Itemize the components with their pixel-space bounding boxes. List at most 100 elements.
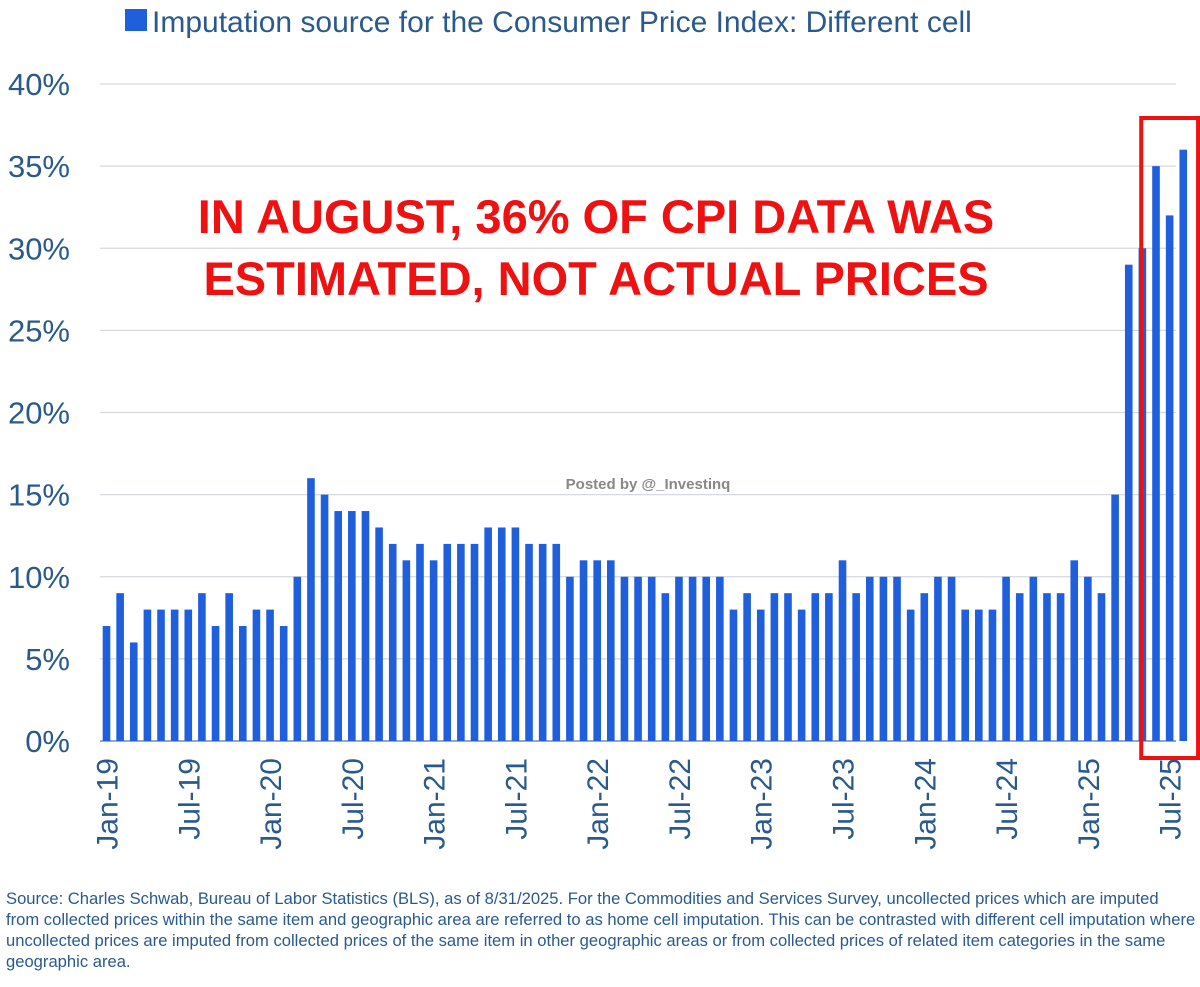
bar	[484, 527, 492, 741]
bar	[198, 593, 206, 741]
bar	[607, 560, 615, 741]
bar	[143, 609, 152, 741]
bar	[1070, 560, 1079, 741]
x-tick-label: Jan-21	[419, 758, 452, 850]
bar	[129, 642, 138, 741]
bar	[716, 576, 724, 741]
bar	[961, 609, 969, 741]
bar	[620, 576, 629, 741]
bar	[170, 609, 179, 741]
bar	[388, 543, 397, 741]
chart: 0% 5% 10% 15% 20% 25% 30% 35% 40% Jan-19 Jul-19 Ja…	[8, 6, 1200, 850]
y-tick-label: 5%	[25, 642, 70, 677]
bar	[1043, 593, 1051, 741]
bar	[729, 609, 738, 741]
x-tick-label: Jul-19	[173, 758, 206, 840]
bar	[675, 576, 683, 741]
bar	[647, 576, 656, 741]
bar	[756, 609, 765, 741]
bar	[579, 560, 588, 741]
bar-series	[102, 149, 1188, 741]
bar	[157, 609, 165, 741]
bar	[334, 511, 343, 741]
bar	[1084, 576, 1092, 741]
watermark-text: Posted by @_Investinq	[566, 476, 731, 493]
x-tick-label: Jan-22	[582, 758, 615, 850]
bar	[239, 626, 247, 741]
highlight-box	[1139, 116, 1200, 760]
bar	[865, 576, 874, 741]
bar	[852, 593, 860, 741]
bar	[470, 543, 479, 741]
bar	[661, 593, 670, 741]
x-tick-label: Jul-22	[664, 758, 697, 840]
bar	[947, 576, 956, 741]
y-tick-label: 35%	[8, 149, 70, 184]
bar	[116, 593, 124, 741]
bar	[348, 511, 356, 741]
y-tick-label: 15%	[8, 478, 70, 513]
bar	[975, 609, 983, 741]
y-tick-label: 0%	[25, 724, 70, 759]
bar	[1179, 149, 1188, 741]
bar	[552, 543, 561, 741]
y-tick-label: 20%	[8, 396, 70, 431]
bar	[1056, 593, 1065, 741]
bar	[1124, 264, 1133, 741]
x-tick-label: Jan-23	[746, 758, 779, 850]
bar	[988, 609, 997, 741]
bar	[634, 576, 642, 741]
bar	[906, 609, 915, 741]
bar	[320, 494, 329, 741]
y-tick-label: 30%	[8, 231, 70, 266]
bar	[184, 609, 193, 741]
x-tick-label: Jan-24	[909, 758, 942, 850]
bar	[811, 593, 820, 741]
bar	[825, 593, 833, 741]
bar	[525, 543, 533, 741]
gridlines	[100, 83, 1176, 742]
x-tick-label: Jul-20	[337, 758, 370, 840]
bar	[538, 543, 547, 741]
bar	[429, 560, 438, 741]
bar	[511, 527, 520, 741]
bar	[211, 626, 220, 741]
bar	[497, 527, 506, 741]
bar	[770, 593, 779, 741]
bar	[593, 560, 601, 741]
x-tick-label: Jan-19	[92, 758, 125, 850]
y-tick-label: 10%	[8, 560, 70, 595]
bar	[1002, 576, 1010, 741]
x-axis-tick-labels: Jan-19 Jul-19 Jan-20 Jul-20 Jan-21 Jul-21 Jan-…	[92, 758, 1188, 850]
x-tick-label: Jul-23	[828, 758, 861, 840]
bar	[838, 560, 847, 741]
bar	[893, 576, 901, 741]
bar	[1111, 494, 1119, 741]
bar	[361, 511, 370, 741]
bar	[307, 478, 315, 741]
bar	[102, 626, 111, 741]
legend-swatch	[125, 9, 147, 31]
bar	[416, 543, 424, 741]
y-tick-label: 40%	[8, 67, 70, 102]
bar	[443, 543, 452, 741]
bar	[266, 609, 274, 741]
x-tick-label: Jul-21	[500, 758, 533, 840]
bar	[279, 626, 288, 741]
y-tick-label: 25%	[8, 313, 70, 348]
bar	[1165, 215, 1174, 741]
bar	[702, 576, 711, 741]
bar	[457, 543, 465, 741]
bar	[252, 609, 261, 741]
bar	[1097, 593, 1106, 741]
bar	[797, 609, 806, 741]
bar	[375, 527, 383, 741]
bar	[402, 560, 411, 741]
bar	[743, 593, 751, 741]
bar	[1015, 593, 1024, 741]
bar	[225, 593, 233, 741]
x-tick-label: Jan-25	[1073, 758, 1106, 850]
legend-label: Imputation source for the Consumer Price…	[152, 6, 972, 39]
bar	[934, 576, 942, 741]
x-tick-label: Jul-24	[991, 758, 1024, 840]
